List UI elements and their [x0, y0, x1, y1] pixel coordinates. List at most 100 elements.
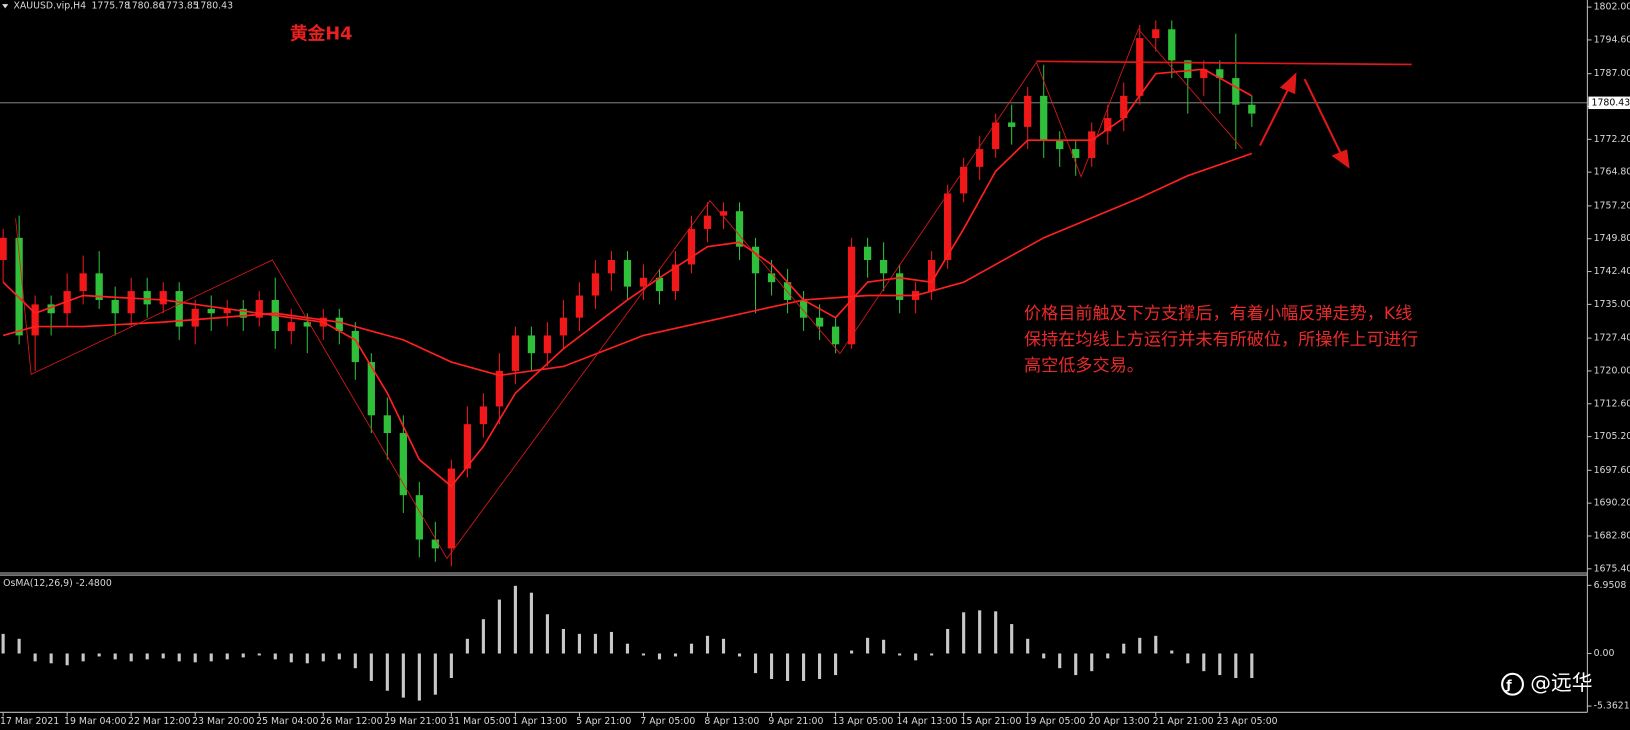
candle-body [1248, 104, 1256, 114]
osma-bar [337, 653, 341, 660]
candle-body [1168, 29, 1176, 61]
candle-body [1072, 149, 1080, 158]
candle-body [431, 539, 439, 549]
candle-body [0, 237, 7, 261]
candle-body [239, 308, 247, 318]
osma-bar [737, 653, 742, 657]
osma-bar [914, 653, 918, 661]
osma-bar [850, 650, 854, 654]
osma-bar [802, 653, 806, 681]
chart-title: 黄金H4 [290, 22, 352, 44]
menu-marker[interactable] [2, 4, 9, 9]
y-tick-label: 1720.00 [1594, 365, 1630, 376]
osma-bar [1154, 635, 1158, 654]
osma-bar [1026, 638, 1030, 654]
candle-body [463, 424, 472, 469]
osma-bar [545, 614, 549, 654]
candle-body [543, 335, 552, 354]
osma-bar [497, 599, 501, 654]
ohlc-close: 1780.43 [194, 1, 233, 12]
candle-body [895, 273, 904, 300]
candle-body [767, 273, 776, 283]
osma-bar [305, 653, 309, 664]
x-tick-label: 5 Apr 21:00 [576, 716, 631, 727]
osma-bar [17, 638, 21, 654]
resistance-line [1036, 60, 1412, 66]
x-tick-label: 21 Apr 21:00 [1153, 716, 1214, 727]
candle-body [1120, 95, 1128, 119]
indicator-tick-label: -5.3621 [1594, 701, 1630, 712]
candle-body [111, 299, 119, 314]
osma-bar [1, 633, 5, 654]
osma-bar [641, 653, 646, 656]
candle-body [591, 273, 600, 296]
candle-body [1232, 78, 1240, 105]
osma-bar [577, 633, 581, 654]
arrow-down [1303, 78, 1342, 155]
candle-body [863, 246, 872, 261]
y-tick-label: 1712.60 [1594, 398, 1630, 409]
x-tick-label: 25 Mar 04:00 [256, 716, 318, 727]
osma-bar [769, 653, 774, 679]
candle-body [992, 122, 1000, 150]
osma-bar [1074, 653, 1078, 676]
candle-body [447, 468, 456, 549]
osma-bar [433, 653, 437, 695]
osma-bar [1202, 653, 1206, 672]
candle-body [95, 273, 103, 300]
watermark-logo [1501, 672, 1524, 696]
osma-bar [1218, 653, 1222, 676]
osma-bar [369, 653, 373, 681]
watermark-logo-mark: ƒ [1505, 677, 1512, 692]
osma-bar [561, 628, 565, 654]
osma-bar [481, 619, 485, 654]
y-tick-label: 1772.20 [1594, 134, 1630, 145]
osma-bar [1234, 653, 1238, 679]
arrowhead [1331, 149, 1350, 169]
symbol: XAUUSD.vip,H4 [14, 1, 87, 12]
candle-body [1152, 29, 1160, 39]
osma-bar [1042, 653, 1046, 659]
y-tick-label: 1794.60 [1594, 34, 1630, 45]
candle-body [159, 291, 167, 305]
osma-bar [834, 653, 838, 676]
candle-body [31, 304, 39, 336]
candle-body [623, 260, 632, 287]
osma-bar [898, 653, 902, 656]
osma-bar [513, 585, 517, 654]
candle-body [655, 277, 664, 292]
y-tick-label: 1802.00 [1594, 2, 1630, 13]
osma-bar [1058, 653, 1062, 669]
osma-bar [529, 592, 533, 654]
candle-body [415, 495, 423, 540]
candle-body [815, 317, 824, 327]
candle-body [335, 317, 343, 332]
note-line: 价格目前触及下方支撑后，有着小幅反弹走势，K线 [1024, 304, 1412, 324]
osma-bar [321, 653, 325, 662]
candle-body [303, 322, 311, 327]
indicator-tick-label: 6.9508 [1594, 580, 1627, 591]
osma-bar [65, 653, 69, 666]
candle-body [223, 308, 231, 314]
x-tick-label: 23 Mar 20:00 [192, 716, 254, 727]
candle-body [367, 362, 375, 416]
x-tick-label: 14 Apr 13:00 [897, 716, 958, 727]
candle-body [783, 282, 792, 300]
candle-body [751, 246, 760, 274]
candle-body [960, 166, 968, 194]
x-tick-label: 26 Mar 12:00 [320, 716, 382, 727]
candle-body [175, 291, 183, 327]
watermark: @远华 [1530, 671, 1592, 695]
osma-bar [882, 639, 886, 654]
x-tick-label: 20 Apr 13:00 [1089, 716, 1150, 727]
x-tick-label: 7 Apr 05:00 [640, 716, 695, 727]
candle-body [79, 273, 87, 292]
note-line: 保持在均线上方运行并未有所破位，所操作上可进行 [1024, 330, 1418, 350]
osma-bar [449, 653, 453, 679]
osma-bar [161, 653, 165, 659]
osma-bar [689, 643, 694, 654]
osma-bar [385, 653, 389, 691]
forecast-arrows [1258, 72, 1350, 169]
